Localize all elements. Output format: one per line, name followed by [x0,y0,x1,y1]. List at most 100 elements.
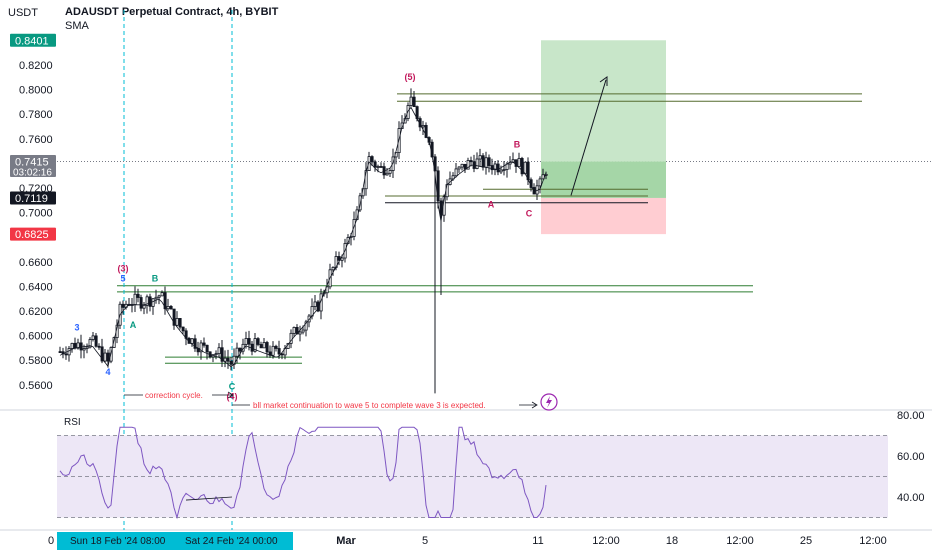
candles [58,88,548,394]
candle-body [490,165,494,171]
candle-body [439,200,443,216]
candle-body [337,256,341,261]
candle-body [169,306,173,310]
candle-body [202,342,206,346]
candle-body [67,348,71,356]
candle-body [277,348,281,355]
price-label-0: 0.8401 [15,35,49,47]
candle-body [85,346,89,349]
candle-body [340,257,344,261]
candle-body [205,344,209,353]
candle-body [163,292,167,310]
wave-label-0: 3 [74,323,79,333]
candle-body [298,331,302,335]
wave-label-4: A [130,320,137,330]
candle-body [199,342,203,353]
candle-body [271,345,275,356]
wave-label-11: C [526,208,533,218]
rsi-divergence-line [185,496,233,501]
candle-body [253,338,257,352]
candle-body [460,163,464,168]
price-tick-2: 0.7800 [19,109,53,121]
candle-body [142,304,146,309]
candle-body [433,156,437,172]
price-tick-7: 0.6400 [19,281,53,293]
candle-body [331,267,335,271]
candle-body [493,163,497,171]
candle-body [244,338,248,345]
candle-body [466,160,470,170]
candle-body [139,297,143,309]
candle-body [256,338,260,345]
candle-body [262,342,266,349]
candle-body [181,326,185,332]
price-label-3: 0.6825 [15,229,49,241]
price-tick-11: 0.5600 [19,380,53,392]
time-tick-2: 11 [532,535,543,547]
candle-body [376,166,380,168]
price-label-bg-3 [10,227,56,241]
price-label-bg-1 [10,155,56,178]
candle-body [76,342,80,349]
rsi-tick-0: 80.00 [897,410,925,422]
annotation-arrow-head [227,391,234,399]
candle-body [136,293,140,298]
candle-body [79,342,83,351]
projection-arrow-head [599,76,608,86]
time-range-edge-label: 0 [48,535,54,547]
stop-zone [541,197,666,235]
price-tick-1: 0.8000 [19,85,53,97]
time-tick-0: Mar [336,535,356,547]
candle-body [145,296,149,306]
candle-body [385,172,389,176]
candle-body [259,344,263,349]
candle-body [280,353,284,356]
candle-body [388,170,392,174]
candle-body [220,347,224,362]
candle-body [133,293,137,305]
candle-body [265,342,269,353]
candle-body [538,178,542,187]
price-label-1: 0.7415 [15,157,49,169]
candle-body [481,155,485,168]
wave-label-6: C [229,382,236,392]
candle-body [94,335,98,347]
candle-body [436,170,440,202]
candle-body [469,160,473,163]
candle-body [106,352,110,362]
wave-label-10: B [514,139,521,149]
candle-body [178,318,182,328]
wave-label-8: (5) [405,72,416,82]
price-tick-9: 0.6000 [19,331,53,343]
chart-title: ADAUSDT Perpetual Contract, 4h, BYBIT [65,6,279,18]
wave-label-5: B [152,273,159,283]
candle-body [475,158,479,169]
candle-body [421,125,425,128]
candle-body [88,339,92,348]
candle-body [292,327,296,334]
candle-body [121,303,125,308]
annotation-correction: correction cycle. [145,391,203,400]
price-label-bg-2 [10,191,56,205]
candle-body [325,286,329,294]
wave-label-2: (3) [118,264,129,274]
candle-body [166,306,170,310]
candle-body [70,342,74,349]
candle-body [301,329,305,333]
candle-body [289,332,293,344]
candle-body [370,156,374,163]
candle-body [103,352,107,362]
candle-body [352,219,356,237]
candle-body [532,187,536,195]
candle-body [151,298,155,307]
currency-label: USDT [8,7,38,19]
candle-body [160,292,164,297]
annotation-arrow-head-2 [531,401,538,409]
price-label-bg-0 [10,33,56,47]
candle-body [487,157,491,166]
price-tick-10: 0.5800 [19,355,53,367]
time-tick-7: 12:00 [859,535,887,547]
candle-body [406,105,410,119]
candle-body [223,357,227,362]
